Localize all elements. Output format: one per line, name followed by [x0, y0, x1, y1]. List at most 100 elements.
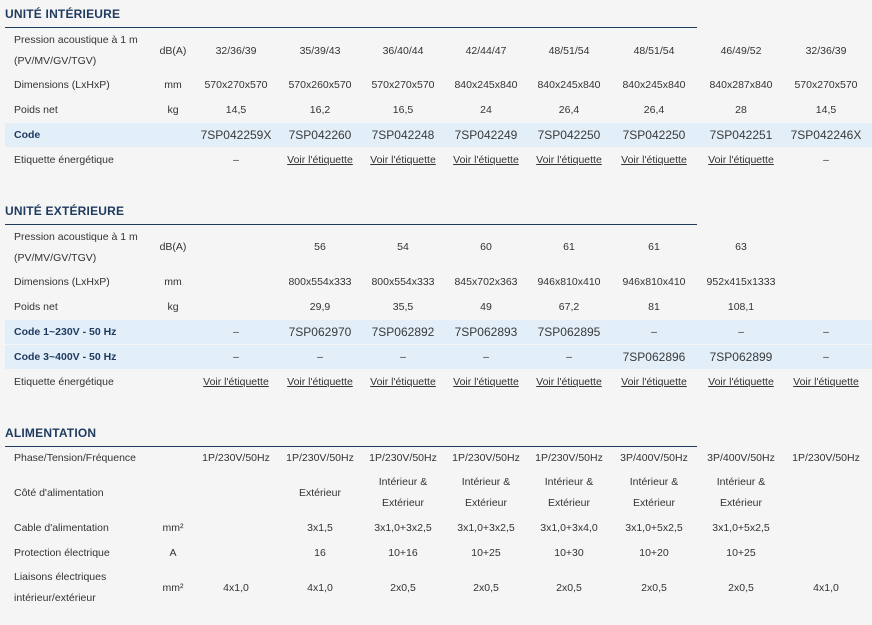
energy-label-link[interactable]: Voir l'étiquette	[370, 375, 436, 388]
table-cell	[195, 295, 277, 319]
section-divider	[5, 446, 697, 447]
table-cell: 1P/230V/50Hz	[452, 452, 520, 464]
table-cell: 10+25	[726, 546, 756, 559]
table-cell: Intérieur & Extérieur	[378, 476, 428, 509]
table-cell: 10+25	[471, 546, 501, 559]
table-cell: 570x270x570	[371, 78, 435, 91]
table-cell: –	[823, 350, 829, 363]
table-cell: 7SP042259X	[200, 127, 272, 142]
table-cell: 845x702x363	[454, 275, 518, 288]
row-label: Code	[14, 128, 41, 141]
table-cell: 3x1,0+5x2,5	[625, 521, 683, 534]
table-cell: 2x0,5	[556, 581, 582, 594]
table-cell: 42/44/47	[465, 44, 507, 57]
energy-label-link[interactable]: Voir l'étiquette	[287, 153, 353, 166]
row-unit	[153, 370, 193, 394]
row-unit: mm²	[162, 521, 184, 534]
table-cell: 7SP042250	[537, 127, 601, 142]
table-row: Dimensions (LxHxP) mm 800x554x333 800x554x3…	[5, 270, 872, 294]
table-cell: 3x1,0+3x2,5	[374, 521, 432, 534]
energy-label-link[interactable]: Voir l'étiquette	[453, 375, 519, 388]
row-unit: kg	[167, 300, 179, 313]
row-unit	[153, 320, 193, 344]
table-cell: 840x245x840	[622, 78, 686, 91]
table-cell: 3x1,0+3x4,0	[540, 521, 598, 534]
row-unit: kg	[167, 103, 179, 116]
table-row: Protection électrique A 16 10+16 10+25 10+30 1…	[5, 541, 872, 565]
row-label: Poids net	[14, 103, 58, 116]
table-cell: 16	[314, 546, 326, 559]
table-cell: –	[400, 350, 406, 363]
table-cell: 28	[735, 103, 747, 116]
table-cell: 54	[397, 241, 409, 253]
table-cell	[785, 295, 867, 319]
table-cell: 840x287x840	[709, 78, 773, 91]
table-cell: Intérieur & Extérieur	[461, 476, 511, 509]
table-cell: 46/49/52	[720, 44, 762, 57]
table-cell: 1P/230V/50Hz	[792, 452, 860, 464]
table-cell: 48/51/54	[548, 44, 590, 57]
table-cell	[785, 226, 867, 269]
energy-label-link[interactable]: Voir l'étiquette	[621, 375, 687, 388]
table-cell: 3x1,5	[307, 521, 333, 534]
table-cell: 16,2	[309, 103, 331, 116]
table-cell: 108,1	[727, 300, 755, 313]
energy-label-link[interactable]: Voir l'étiquette	[708, 375, 774, 388]
energy-label-link[interactable]: Voir l'étiquette	[793, 375, 859, 388]
table-cell: 946x810x410	[622, 275, 686, 288]
table-cell: 7SP042251	[709, 127, 773, 142]
table-row: Dimensions (LxHxP) mm 570x270x570 570x260x5…	[5, 73, 872, 97]
table-cell	[785, 516, 867, 540]
energy-label-link[interactable]: Voir l'étiquette	[453, 153, 519, 166]
energy-label-link[interactable]: Voir l'étiquette	[536, 153, 602, 166]
energy-label-link[interactable]: Voir l'étiquette	[370, 153, 436, 166]
table-cell: Intérieur & Extérieur	[544, 476, 594, 509]
table-cell: 570x270x570	[204, 78, 268, 91]
row-label: Pression acoustique à 1 m (PV/MV/GV/TGV)	[14, 230, 138, 264]
table-cell	[785, 541, 867, 565]
energy-label-link[interactable]: Voir l'étiquette	[621, 153, 687, 166]
table-cell: 14,5	[225, 103, 247, 116]
table-row: Poids net kg 29,9 35,5 49 67,2 81 108,1	[5, 295, 872, 319]
table-cell: 81	[648, 300, 660, 313]
row-unit	[153, 471, 193, 515]
table-row: Phase/Tension/Fréquence 1P/230V/50Hz 1P/23…	[5, 447, 872, 470]
table-cell: 14,5	[815, 103, 837, 116]
row-label: Dimensions (LxHxP)	[14, 78, 110, 91]
table-cell: 7SP042246X	[790, 127, 862, 142]
table-cell: –	[738, 325, 744, 338]
row-unit	[153, 148, 193, 172]
table-cell: 7SP062892	[371, 324, 435, 339]
table-cell: 840x245x840	[537, 78, 601, 91]
row-label: Dimensions (LxHxP)	[14, 275, 110, 288]
table-row: Code 1~230V - 50 Hz – 7SP062970 7SP062892 7S…	[5, 320, 872, 344]
table-cell: 7SP042248	[371, 127, 435, 142]
table-cell: 56	[314, 241, 326, 253]
table-cell: 3x1,0+5x2,5	[712, 521, 770, 534]
table-cell: 4x1,0	[307, 581, 333, 594]
table-cell: 7SP062895	[537, 324, 601, 339]
table-row: Poids net kg 14,5 16,2 16,5 24 26,4 26,4 28 14,5	[5, 98, 872, 122]
row-unit: dB(A)	[159, 241, 187, 253]
row-unit	[153, 123, 193, 147]
table-cell: –	[233, 153, 239, 166]
table-cell: –	[233, 325, 239, 338]
energy-label-link[interactable]: Voir l'étiquette	[536, 375, 602, 388]
table-cell: 800x554x333	[371, 275, 435, 288]
table-cell: 1P/230V/50Hz	[202, 452, 270, 464]
row-label: Poids net	[14, 300, 58, 313]
row-label: Phase/Tension/Fréquence	[14, 452, 136, 464]
table-cell: 32/36/39	[805, 44, 847, 57]
table-cell: 7SP062896	[622, 349, 686, 364]
table-cell: 946x810x410	[537, 275, 601, 288]
energy-label-link[interactable]: Voir l'étiquette	[203, 375, 269, 388]
energy-label-link[interactable]: Voir l'étiquette	[287, 375, 353, 388]
energy-label-link[interactable]: Voir l'étiquette	[708, 153, 774, 166]
table-cell: 7SP062899	[709, 349, 773, 364]
table-cell: –	[823, 325, 829, 338]
row-unit: A	[169, 546, 177, 559]
table-cell: 1P/230V/50Hz	[286, 452, 354, 464]
table-cell	[195, 541, 277, 565]
table-cell	[195, 226, 277, 269]
table-cell: 10+20	[639, 546, 669, 559]
